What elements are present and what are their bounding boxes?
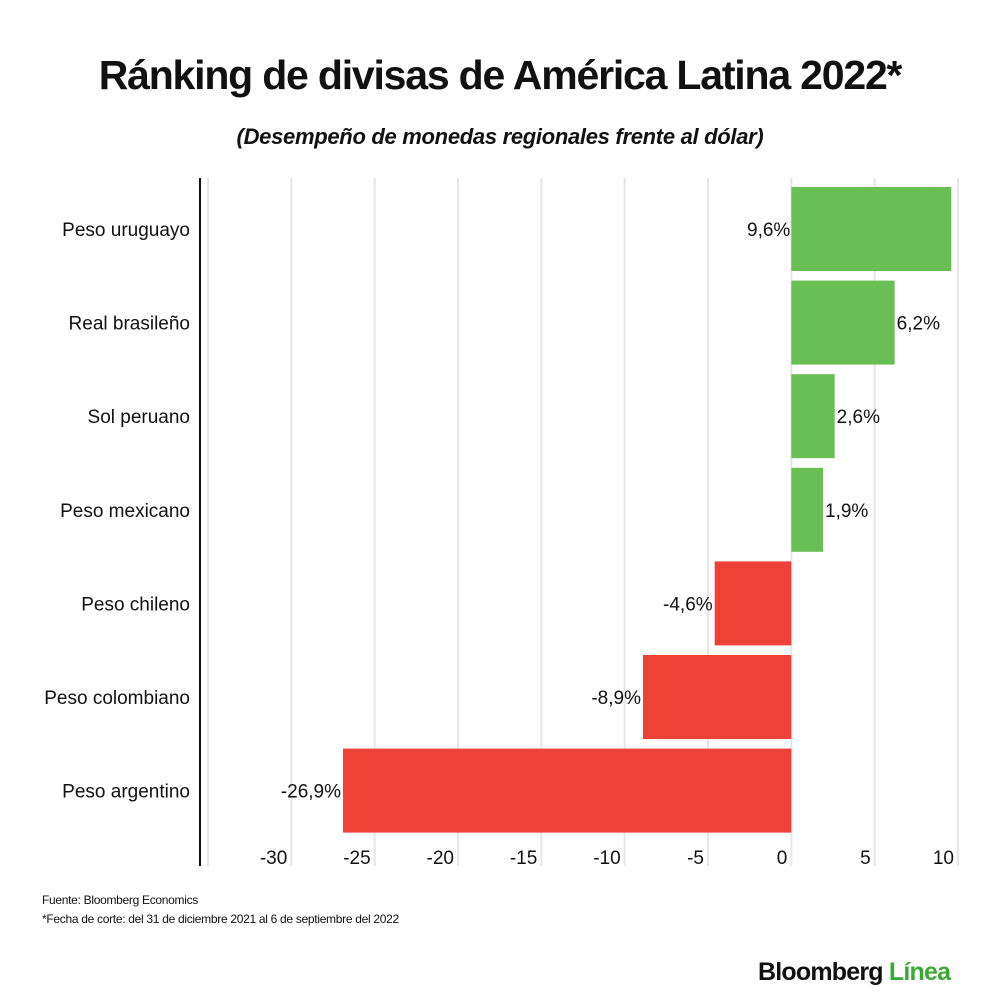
bar	[791, 374, 835, 459]
x-tick-label: 0	[777, 848, 788, 869]
x-tick-label: -20	[427, 848, 454, 869]
bar	[343, 748, 792, 833]
bar	[791, 467, 823, 552]
bar	[791, 280, 895, 365]
x-tick-label: 5	[860, 848, 871, 869]
data-label: 6,2%	[897, 314, 940, 335]
x-tick-label: -15	[510, 848, 537, 869]
chart-title: Ránking de divisas de América Latina 202…	[98, 52, 903, 98]
x-tick-label: -5	[687, 848, 704, 869]
category-label: Peso mexicano	[60, 501, 190, 522]
bar	[714, 561, 792, 646]
x-tick-label: -30	[260, 848, 287, 869]
logo-part2: Línea	[888, 958, 951, 986]
chart-subtitle: (Desempeño de monedas regionales frente …	[236, 124, 764, 149]
source-note: Fuente: Bloomberg Economics	[42, 893, 198, 907]
bloomberg-linea-logo: Bloomberg Línea	[758, 958, 951, 987]
category-label: Peso argentino	[62, 782, 190, 803]
x-tick-label: 10	[933, 848, 954, 869]
x-tick-label: -25	[343, 848, 370, 869]
data-label: 2,6%	[837, 407, 880, 428]
category-label: Sol peruano	[88, 407, 190, 428]
data-label: 1,9%	[825, 501, 868, 522]
data-label: -26,9%	[281, 782, 341, 803]
x-tick-label: -10	[593, 848, 620, 869]
category-label: Peso colombiano	[44, 688, 190, 709]
category-label: Real brasileño	[69, 314, 190, 335]
data-label: 9,6%	[747, 220, 790, 241]
data-label: -4,6%	[663, 594, 713, 615]
date-note: *Fecha de corte: del 31 de diciembre 202…	[42, 912, 399, 926]
category-label: Peso uruguayo	[62, 220, 190, 241]
category-label: Peso chileno	[81, 594, 190, 615]
bar	[643, 655, 792, 739]
bar	[791, 187, 952, 271]
data-label: -8,9%	[591, 688, 641, 709]
logo-part1: Bloomberg	[758, 958, 884, 986]
